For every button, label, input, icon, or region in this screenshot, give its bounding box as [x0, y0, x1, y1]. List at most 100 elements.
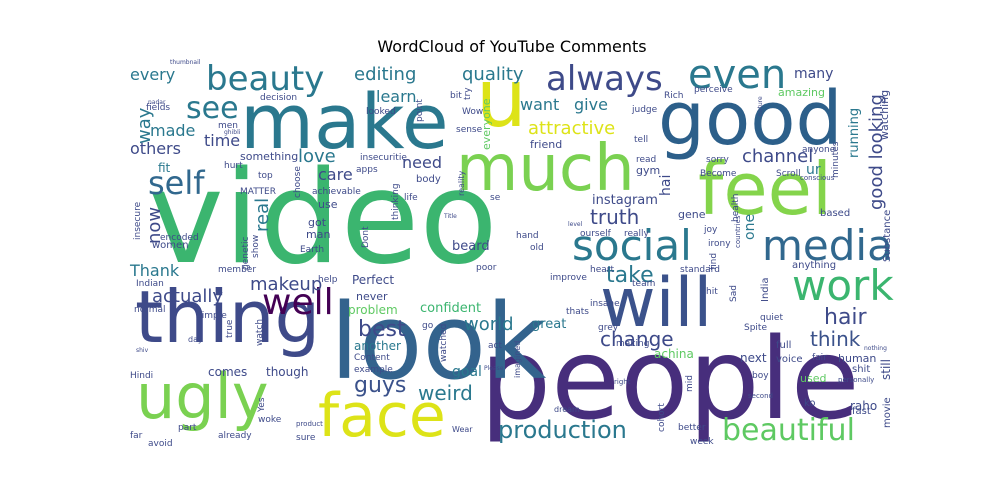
word: minutes [831, 141, 841, 178]
word: actually [152, 286, 223, 307]
word: amazing [778, 86, 825, 99]
word: well [262, 282, 334, 323]
word: decision [260, 93, 297, 103]
word: good [658, 76, 843, 162]
word: Dont [361, 226, 371, 248]
word: change [600, 327, 674, 351]
word: thumbnail [170, 59, 201, 66]
word: even [688, 52, 786, 98]
word: member [218, 265, 256, 275]
word: guys [354, 373, 406, 398]
word: one [742, 214, 758, 240]
word: day [188, 335, 203, 344]
word: week [690, 437, 714, 447]
word: great [532, 317, 566, 332]
chart-title: WordCloud of YouTube Comments [377, 37, 646, 56]
word: much [456, 132, 635, 206]
word: judge [631, 105, 658, 115]
word: thing [135, 275, 320, 359]
word: Scroll [776, 169, 801, 179]
word: running [847, 108, 862, 158]
word: give [574, 95, 608, 114]
word: feel [698, 147, 832, 231]
word: Content [354, 353, 390, 363]
word: right [614, 378, 631, 386]
word: learn [376, 87, 417, 106]
word: old [530, 243, 544, 253]
word: nature [757, 96, 764, 116]
word: hai [658, 175, 674, 196]
word: mid [685, 375, 695, 392]
word: problem [348, 303, 398, 317]
word: got [308, 216, 327, 229]
word: ghibli [224, 129, 241, 136]
word: want [520, 95, 559, 114]
word: never [356, 290, 388, 303]
word: avoid [148, 439, 173, 449]
word: nadar [148, 99, 166, 106]
word: insecuritie [360, 153, 407, 163]
word: based [820, 208, 850, 219]
word: Perfect [352, 273, 394, 287]
word: video [148, 144, 498, 293]
word: everyone [480, 98, 493, 150]
word: choose [293, 166, 303, 198]
word: quiet [760, 313, 783, 323]
word: achina [654, 347, 694, 361]
word: encoded [160, 233, 199, 243]
word: good looking [866, 94, 887, 210]
word: MATTER [240, 187, 276, 197]
word: grey [598, 323, 619, 333]
word: ugly [136, 360, 269, 433]
word: team [632, 279, 655, 289]
word: life [404, 193, 418, 203]
word: Spite [744, 323, 767, 333]
word: woke [258, 415, 282, 425]
word: India [760, 277, 771, 302]
word: though [266, 365, 308, 379]
word: Indian [136, 279, 164, 289]
word: Wow [462, 107, 483, 117]
word: Become [700, 169, 737, 179]
word: go [422, 321, 434, 331]
word: insecure [133, 201, 143, 240]
word: something [240, 150, 298, 163]
word: tell [634, 135, 648, 145]
word: Earth [300, 245, 324, 255]
word: beautiful [722, 413, 855, 448]
word: hit [706, 287, 718, 297]
word: reality [457, 170, 466, 196]
word: improve [550, 273, 587, 283]
word: see [186, 91, 239, 126]
word: genetic [241, 236, 251, 270]
word: human [838, 352, 876, 365]
word: far [130, 431, 143, 441]
word: nothing [864, 345, 887, 352]
word: now [144, 207, 165, 244]
word: many [794, 66, 833, 82]
word: countries [734, 215, 742, 248]
word: u [476, 52, 527, 145]
word: thinking [391, 183, 401, 220]
word: attractive [528, 118, 615, 139]
word: irony [708, 239, 731, 249]
word: gym [636, 164, 660, 177]
word: true [225, 319, 235, 338]
word: achievable [312, 187, 361, 197]
word: makeup [250, 274, 322, 295]
word: gene [678, 208, 706, 221]
word: Yes [257, 397, 267, 413]
word: goal [452, 364, 482, 380]
word: every [130, 65, 175, 84]
word: Title [443, 213, 457, 220]
word: normal [134, 305, 166, 315]
word: made [150, 121, 195, 140]
word: Thank [129, 261, 180, 280]
word: make [240, 77, 449, 166]
word: bit [450, 91, 462, 101]
word: watched [439, 324, 449, 362]
word: voice [776, 354, 802, 365]
word: anyone [802, 145, 836, 155]
word: Wear [452, 425, 473, 434]
